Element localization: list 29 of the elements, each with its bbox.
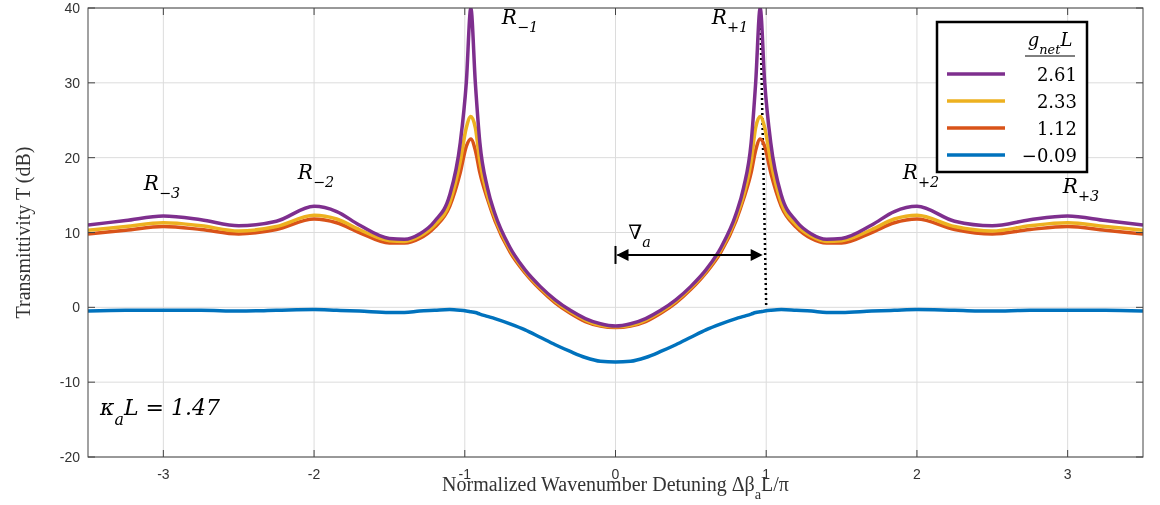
legend-label: 1.12 xyxy=(1036,118,1077,139)
annotation: κ$_{a}$L = 1.47 xyxy=(99,395,220,429)
line-series xyxy=(88,8,1143,328)
legend-title: g$_{net}$L xyxy=(1027,29,1073,57)
y-axis-title: Transmittivity T (dB) xyxy=(12,146,35,319)
y-tick-label: 30 xyxy=(64,74,81,91)
x-tick-label: 0 xyxy=(611,466,620,482)
annotation: R$_{−2}$ xyxy=(296,160,335,190)
annotation: R$_{−3}$ xyxy=(142,171,181,201)
x-tick-label: -2 xyxy=(307,466,321,482)
x-tick-label: -3 xyxy=(157,466,170,482)
annotation: R$_{−1}$ xyxy=(500,5,539,35)
x-tick-label: 3 xyxy=(1063,466,1072,482)
y-tick-label: 0 xyxy=(72,299,81,316)
legend-label: 2.61 xyxy=(1036,64,1077,85)
x-tick-label: 2 xyxy=(913,466,922,482)
annotation: ∇$_{a}$ xyxy=(628,219,651,250)
annotation: R$_{+1}$ xyxy=(710,5,749,35)
annotation: R$_{+3}$ xyxy=(1061,174,1100,204)
legend-label: −0.09 xyxy=(1021,145,1077,166)
y-tick-label: -10 xyxy=(59,374,81,391)
x-tick-label: -1 xyxy=(458,466,472,482)
y-tick-label: 10 xyxy=(64,224,81,241)
y-tick-label: 20 xyxy=(64,149,81,166)
y-tick-label: -20 xyxy=(59,449,81,465)
legend-label: 2.33 xyxy=(1036,91,1077,112)
y-tick-label: 40 xyxy=(64,0,81,16)
line-series xyxy=(88,307,1143,364)
annotation: R$_{+2}$ xyxy=(901,160,940,190)
